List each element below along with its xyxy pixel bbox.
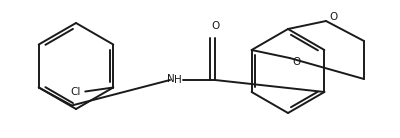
Text: Cl: Cl	[70, 87, 80, 96]
Text: H: H	[174, 75, 182, 85]
Text: O: O	[211, 21, 219, 31]
Text: O: O	[329, 12, 337, 22]
Text: N: N	[167, 74, 175, 84]
Text: O: O	[292, 57, 301, 67]
